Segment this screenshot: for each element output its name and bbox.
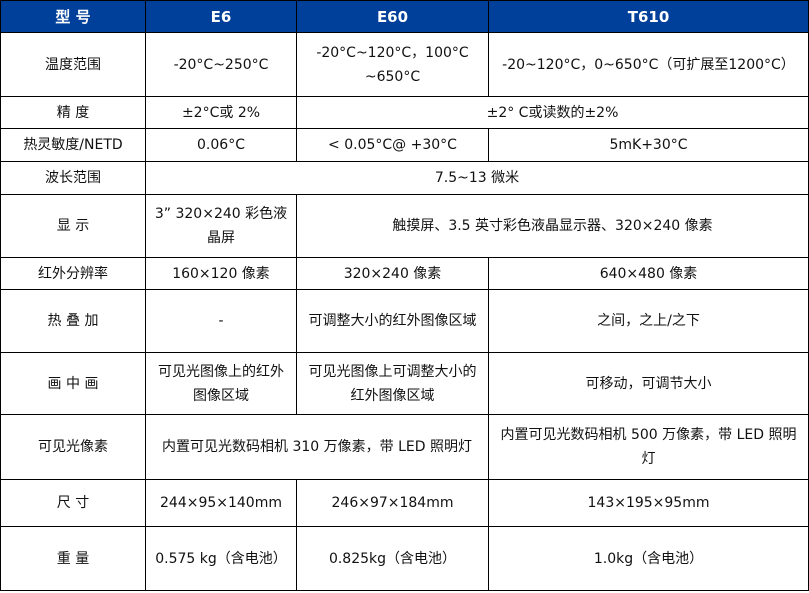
- row-label: 精 度: [0, 96, 146, 129]
- cell: < 0.05°C@ +30°C: [296, 128, 489, 162]
- cell: -20°C~250°C: [145, 32, 297, 97]
- cell: 1.0kg（含电池）: [488, 526, 809, 591]
- cell: 可见光图像上可调整大小的红外图像区域: [296, 352, 489, 415]
- table-row: 可见光像素 内置可见光数码相机 310 万像素，带 LED 照明灯 内置可见光数…: [0, 414, 809, 480]
- cell: 143×195×95mm: [488, 479, 809, 527]
- cell: ±2° C或读数的±2%: [296, 96, 809, 129]
- cell: 可见光图像上的红外图像区域: [145, 352, 297, 415]
- cell: 0.825kg（含电池）: [296, 526, 489, 591]
- table-row: 显 示 3” 320×240 彩色液晶屏 触摸屏、3.5 英寸彩色液晶显示器、3…: [0, 194, 809, 258]
- cell: -20°C~120°C，100°C ~650°C: [296, 32, 489, 97]
- row-label: 画 中 画: [0, 352, 146, 415]
- header-t610: T610: [488, 0, 809, 33]
- cell: 0.06°C: [145, 128, 297, 162]
- cell: -20~120°C，0~650°C（可扩展至1200°C）: [488, 32, 809, 97]
- header-e60: E60: [296, 0, 489, 33]
- row-label: 波长范围: [0, 161, 146, 195]
- cell: 3” 320×240 彩色液晶屏: [145, 194, 297, 258]
- row-label: 温度范围: [0, 32, 146, 97]
- header-row: 型 号 E6 E60 T610: [0, 0, 809, 33]
- cell: 可调整大小的红外图像区域: [296, 289, 489, 353]
- table-row: 波长范围 7.5~13 微米: [0, 161, 809, 195]
- row-label: 热 叠 加: [0, 289, 146, 353]
- row-label: 尺 寸: [0, 479, 146, 527]
- cell: 160×120 像素: [145, 257, 297, 290]
- table-row: 红外分辨率 160×120 像素 320×240 像素 640×480 像素: [0, 257, 809, 290]
- cell: 内置可见光数码相机 310 万像素，带 LED 照明灯: [145, 414, 489, 480]
- cell: 5mK+30°C: [488, 128, 809, 162]
- cell: 320×240 像素: [296, 257, 489, 290]
- cell: 0.575 kg（含电池）: [145, 526, 297, 591]
- table-row: 热 叠 加 - 可调整大小的红外图像区域 之间，之上/之下: [0, 289, 809, 353]
- table-row: 精 度 ±2°C或 2% ±2° C或读数的±2%: [0, 96, 809, 129]
- cell: 之间，之上/之下: [488, 289, 809, 353]
- cell: 内置可见光数码相机 500 万像素，带 LED 照明灯: [488, 414, 809, 480]
- table-row: 重 量 0.575 kg（含电池） 0.825kg（含电池） 1.0kg（含电池…: [0, 526, 809, 591]
- cell: 可移动，可调节大小: [488, 352, 809, 415]
- row-label: 重 量: [0, 526, 146, 591]
- cell: 640×480 像素: [488, 257, 809, 290]
- cell: ±2°C或 2%: [145, 96, 297, 129]
- cell: 7.5~13 微米: [145, 161, 809, 195]
- cell: 244×95×140mm: [145, 479, 297, 527]
- table-row: 温度范围 -20°C~250°C -20°C~120°C，100°C ~650°…: [0, 32, 809, 97]
- row-label: 热灵敏度/NETD: [0, 128, 146, 162]
- table-row: 画 中 画 可见光图像上的红外图像区域 可见光图像上可调整大小的红外图像区域 可…: [0, 352, 809, 415]
- row-label: 红外分辨率: [0, 257, 146, 290]
- table-row: 热灵敏度/NETD 0.06°C < 0.05°C@ +30°C 5mK+30°…: [0, 128, 809, 162]
- cell: 触摸屏、3.5 英寸彩色液晶显示器、320×240 像素: [296, 194, 809, 258]
- cell: -: [145, 289, 297, 353]
- header-model: 型 号: [0, 0, 146, 33]
- row-label: 可见光像素: [0, 414, 146, 480]
- row-label: 显 示: [0, 194, 146, 258]
- header-e6: E6: [145, 0, 297, 33]
- cell: 246×97×184mm: [296, 479, 489, 527]
- table-row: 尺 寸 244×95×140mm 246×97×184mm 143×195×95…: [0, 479, 809, 527]
